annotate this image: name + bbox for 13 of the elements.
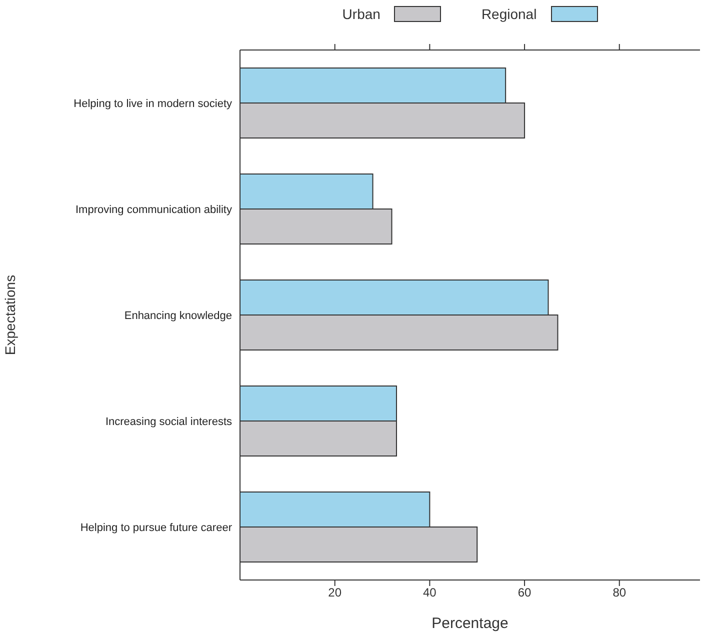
x-tick-label: 40 (423, 586, 437, 600)
legend-label: Urban (342, 6, 380, 22)
legend-label: Regional (481, 6, 537, 22)
y-tick-label: Enhancing knowledge (124, 310, 232, 322)
y-tick-label: Improving communication ability (75, 204, 232, 216)
x-tick-label: 60 (518, 586, 532, 600)
y-tick-label: Increasing social interests (105, 416, 232, 428)
y-axis-title: Expectations (2, 274, 18, 356)
y-tick-label: Helping to pursue future career (80, 522, 232, 534)
y-tick-label: Helping to live in modern society (74, 98, 232, 110)
x-tick-label: 20 (328, 586, 342, 600)
x-tick-label: 80 (612, 586, 626, 600)
x-axis-title: Percentage (432, 615, 508, 632)
